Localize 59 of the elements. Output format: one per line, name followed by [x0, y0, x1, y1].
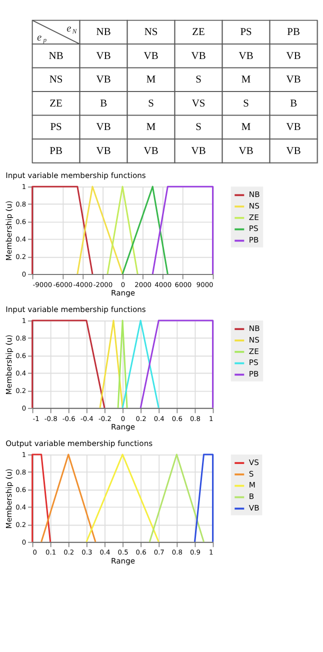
legend-label: B	[248, 492, 254, 502]
x-axis-title: Range	[110, 556, 136, 566]
category-label: NB	[48, 50, 64, 62]
y-axis-title: Membership (u)	[4, 334, 14, 395]
text: VB	[96, 122, 111, 134]
text: VB	[96, 50, 111, 62]
text: VB	[238, 146, 254, 157]
legend-label: PB	[248, 236, 259, 245]
text: VB	[286, 74, 301, 86]
text: VS	[192, 98, 206, 110]
text: VB	[286, 50, 301, 62]
chart-title: Input variable membership functions	[6, 171, 146, 180]
text: NB	[248, 324, 260, 333]
legend-label: PB	[248, 370, 259, 379]
chart-title: Input variable membership functions	[6, 304, 146, 314]
legend-label: NS	[248, 201, 260, 210]
text: VB	[286, 122, 301, 134]
text: S	[196, 122, 202, 134]
text: B	[100, 98, 108, 110]
chart-title: Output variable membership functions	[6, 438, 153, 448]
text: VB	[191, 146, 206, 157]
text: VB	[96, 74, 111, 86]
category-label: PS	[50, 122, 62, 134]
text: VB	[96, 146, 111, 157]
legend-label: VS	[248, 458, 260, 467]
text: M	[241, 74, 251, 86]
category-label: PB	[287, 27, 300, 38]
text: S	[148, 98, 154, 110]
text: M	[248, 480, 256, 490]
y-axis-title: Membership (u)	[4, 200, 14, 261]
text: S	[243, 98, 249, 110]
legend-label: S	[248, 469, 254, 478]
y-axis-title: Membership (u)	[4, 468, 14, 529]
text: NS	[248, 335, 260, 344]
category-label: PS	[240, 27, 252, 38]
text: B	[290, 98, 298, 110]
legend-label: ZE	[248, 346, 260, 356]
x-axis-title: Range	[110, 422, 136, 432]
text: VB	[144, 50, 158, 62]
legend-label: VB	[248, 504, 260, 513]
legend-label: PS	[248, 358, 258, 368]
category-label: ZE	[50, 98, 62, 110]
text: VB	[191, 50, 206, 62]
text: M	[146, 74, 156, 86]
legend-label: ZE	[248, 212, 260, 222]
category-label: NS	[144, 27, 158, 38]
category-label: NS	[49, 74, 63, 86]
legend-label: PS	[248, 224, 258, 234]
text: VB	[238, 50, 254, 62]
category-label: ZE	[192, 27, 205, 38]
text: S	[196, 74, 202, 86]
x-axis-title: Range	[110, 288, 136, 298]
text: M	[241, 122, 251, 134]
text: M	[146, 122, 156, 134]
text: VB	[144, 146, 158, 157]
category-label: NB	[96, 27, 111, 38]
legend-label: NB	[248, 190, 260, 200]
category-label: PB	[50, 146, 62, 157]
text: VB	[286, 146, 301, 157]
